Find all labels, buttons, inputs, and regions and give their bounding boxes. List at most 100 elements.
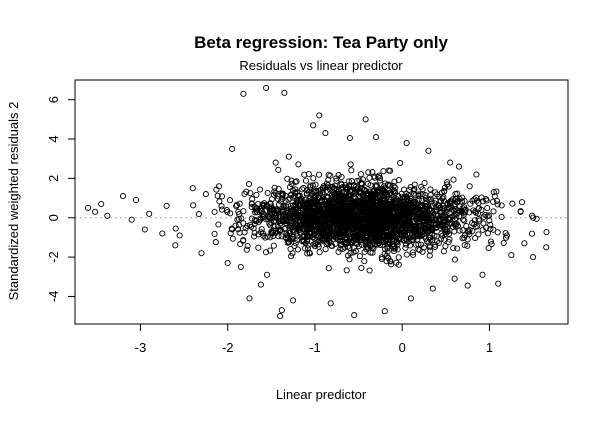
- y-axis: -4 -2 0 2 4 6: [46, 96, 76, 302]
- data-point: [322, 216, 329, 223]
- data-point: [483, 224, 490, 231]
- data-point: [304, 245, 311, 252]
- data-point: [319, 206, 327, 213]
- data-point: [361, 228, 368, 235]
- data-point: [432, 217, 439, 224]
- data-point: [377, 241, 384, 248]
- data-point: [382, 233, 389, 240]
- data-point: [306, 225, 313, 232]
- data-point: [416, 247, 423, 254]
- data-point: [327, 224, 334, 231]
- data-point: [464, 236, 471, 243]
- data-point: [394, 246, 401, 253]
- data-point: [374, 232, 381, 239]
- data-point: [259, 211, 266, 218]
- data-point: [308, 213, 316, 220]
- data-point: [428, 213, 435, 220]
- data-point: [262, 249, 270, 256]
- data-point: [298, 211, 305, 218]
- data-point: [337, 199, 344, 206]
- data-point: [440, 248, 447, 255]
- data-point: [500, 239, 507, 247]
- data-point: [290, 297, 297, 304]
- data-point: [338, 241, 345, 248]
- data-point: [402, 244, 409, 251]
- data-point: [470, 207, 477, 214]
- data-point: [320, 183, 327, 190]
- data-point: [487, 238, 494, 245]
- data-point: [326, 238, 333, 245]
- data-point: [407, 195, 414, 202]
- data-point: [271, 188, 278, 195]
- data-point: [367, 204, 374, 211]
- data-point: [310, 205, 317, 212]
- data-point: [251, 229, 258, 236]
- data-point: [284, 232, 291, 239]
- data-point: [380, 193, 387, 200]
- data-point: [261, 202, 268, 209]
- y-tick-label: 6: [46, 96, 61, 103]
- data-point: [293, 197, 300, 204]
- data-point: [224, 259, 231, 267]
- data-point: [432, 207, 439, 214]
- data-point: [266, 210, 273, 217]
- data-point: [348, 167, 355, 174]
- data-point: [141, 226, 148, 233]
- data-point: [478, 206, 485, 213]
- data-point: [454, 199, 461, 206]
- data-point: [521, 240, 528, 247]
- data-point: [412, 241, 419, 248]
- data-point: [486, 217, 493, 224]
- data-point: [329, 188, 336, 195]
- data-point: [333, 175, 340, 182]
- data-point: [314, 210, 322, 217]
- data-point: [422, 218, 429, 225]
- plot-area: [75, 84, 568, 320]
- data-point: [466, 183, 473, 190]
- data-point: [433, 238, 440, 245]
- data-point: [315, 187, 322, 195]
- data-point: [456, 208, 463, 215]
- chart-title: Beta regression: Tea Party only: [194, 33, 448, 52]
- data-point: [355, 189, 362, 196]
- data-point: [202, 191, 209, 198]
- data-point: [306, 249, 313, 256]
- data-point: [432, 221, 439, 228]
- data-point: [320, 222, 327, 229]
- data-point: [465, 229, 472, 236]
- data-point: [441, 184, 448, 191]
- data-point: [270, 218, 277, 225]
- data-point: [236, 229, 243, 236]
- data-point: [469, 197, 476, 204]
- data-point: [361, 186, 368, 193]
- data-point: [431, 200, 438, 207]
- data-point: [302, 177, 310, 184]
- data-point: [313, 228, 320, 235]
- data-point: [321, 206, 329, 213]
- data-point: [407, 184, 414, 191]
- data-point: [146, 210, 153, 217]
- data-point: [433, 210, 440, 217]
- data-point: [172, 242, 179, 249]
- data-point: [445, 183, 452, 190]
- data-point: [255, 244, 262, 251]
- data-point: [533, 215, 540, 222]
- data-point: [367, 198, 374, 205]
- data-point: [214, 192, 221, 199]
- data-point: [379, 227, 386, 234]
- data-point: [445, 204, 452, 211]
- data-point: [447, 159, 454, 166]
- data-point: [357, 171, 364, 178]
- data-point: [422, 215, 429, 222]
- data-point: [353, 237, 360, 244]
- data-point: [283, 218, 290, 225]
- data-point: [403, 139, 410, 147]
- data-point: [329, 198, 337, 206]
- data-point: [415, 241, 422, 248]
- data-point: [543, 244, 550, 251]
- data-point: [306, 229, 313, 236]
- data-point: [427, 186, 434, 193]
- data-point: [290, 208, 297, 215]
- data-point: [438, 230, 445, 237]
- data-point: [393, 219, 400, 226]
